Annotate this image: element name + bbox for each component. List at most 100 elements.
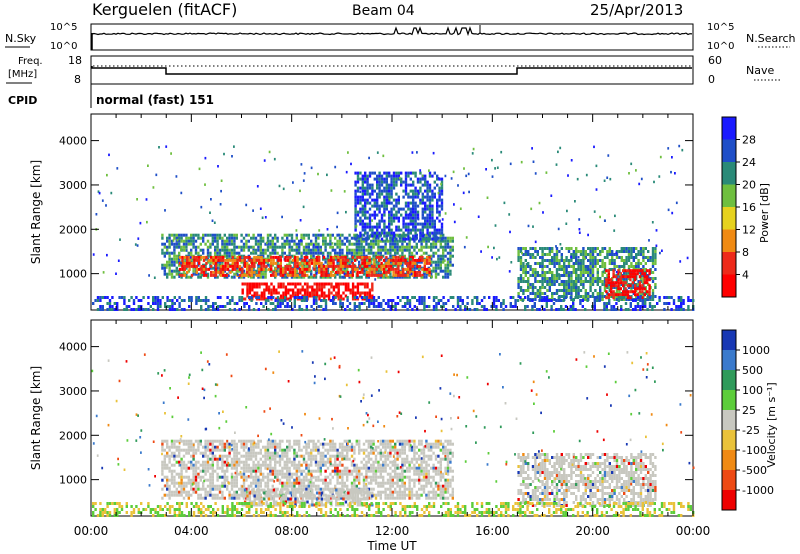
range-cell (206, 233, 210, 237)
range-cell (178, 302, 181, 305)
range-cell (230, 251, 234, 255)
range-cell (326, 254, 330, 258)
range-cell (247, 275, 250, 279)
range-cell (233, 463, 236, 467)
range-cell (276, 472, 279, 476)
range-cell (428, 201, 432, 205)
range-cell (291, 288, 295, 292)
range-cell (252, 248, 255, 252)
range-cell (310, 251, 313, 255)
range-cell (343, 276, 345, 279)
range-cell (252, 463, 255, 467)
range-cell (341, 251, 344, 255)
range-cell (614, 281, 618, 285)
range-cell (318, 294, 321, 298)
range-cell (389, 275, 392, 279)
range-cell (651, 277, 655, 280)
range-cell (197, 439, 200, 443)
range-cell (354, 216, 357, 220)
range-cell (412, 234, 415, 238)
range-cell (459, 299, 462, 302)
range-cell (337, 288, 340, 292)
range-cell (190, 296, 193, 299)
range-cell (317, 251, 320, 255)
range-cell (264, 272, 267, 276)
range-cell (520, 160, 523, 164)
range-cell (440, 305, 443, 308)
range-cell (274, 448, 277, 452)
range-cell (672, 299, 676, 302)
range-cell (228, 308, 232, 311)
range-cell (277, 255, 280, 259)
range-cell (199, 439, 202, 443)
range-cell (230, 478, 234, 482)
range-cell (620, 259, 623, 262)
range-cell (324, 239, 327, 243)
range-cell (594, 289, 597, 292)
range-cell (409, 189, 412, 193)
range-cell (548, 262, 551, 265)
range-cell (444, 302, 448, 305)
range-cell (290, 260, 294, 264)
range-cell (187, 466, 190, 470)
range-cell (270, 261, 273, 265)
range-cell (367, 245, 370, 249)
range-cell (610, 293, 613, 297)
range-cell (291, 308, 294, 311)
range-cell (546, 280, 549, 283)
range-cell (636, 302, 640, 305)
range-cell (394, 305, 397, 308)
range-cell (341, 305, 344, 308)
range-cell (471, 152, 474, 155)
range-cell (480, 305, 484, 308)
range-cell (226, 442, 229, 446)
range-cell (161, 448, 164, 452)
range-cell (254, 239, 258, 243)
range-cell (180, 469, 183, 473)
frequency-trace (91, 66, 692, 75)
range-cell (534, 286, 537, 289)
range-cell (311, 288, 314, 292)
range-cell (390, 207, 393, 211)
range-cell (266, 248, 270, 252)
range-cell (182, 454, 186, 458)
range-cell (651, 289, 655, 292)
range-cell (406, 264, 410, 268)
range-cell (626, 275, 630, 279)
range-cell (130, 308, 133, 311)
range-cell (214, 484, 217, 488)
range-cell (219, 203, 222, 206)
range-cell (286, 275, 289, 279)
range-cell (397, 273, 400, 277)
range-cell (627, 308, 630, 311)
range-cell (587, 247, 590, 250)
range-cell (247, 239, 250, 243)
range-cell (342, 297, 345, 301)
range-cell (245, 490, 248, 494)
range-cell (192, 481, 195, 485)
range-cell (579, 280, 583, 283)
range-cell (591, 259, 595, 262)
range-cell (320, 305, 323, 308)
range-cell (211, 481, 214, 485)
range-cell (305, 308, 308, 311)
range-cell (646, 290, 649, 294)
range-cell (307, 251, 310, 255)
range-cell (438, 228, 441, 232)
range-cell (411, 308, 414, 311)
range-cell (584, 292, 587, 295)
range-cell (380, 204, 384, 208)
range-cell (106, 296, 109, 299)
range-cell (364, 198, 367, 202)
range-cell (528, 299, 532, 302)
range-cell (596, 299, 599, 302)
range-cell (368, 299, 371, 302)
range-cell (514, 305, 517, 308)
range-cell (283, 239, 286, 243)
range-cell (173, 457, 176, 461)
range-cell (608, 302, 611, 305)
range-cell (382, 275, 385, 279)
range-cell (211, 236, 214, 240)
range-cell (648, 302, 652, 305)
range-cell (398, 263, 402, 267)
